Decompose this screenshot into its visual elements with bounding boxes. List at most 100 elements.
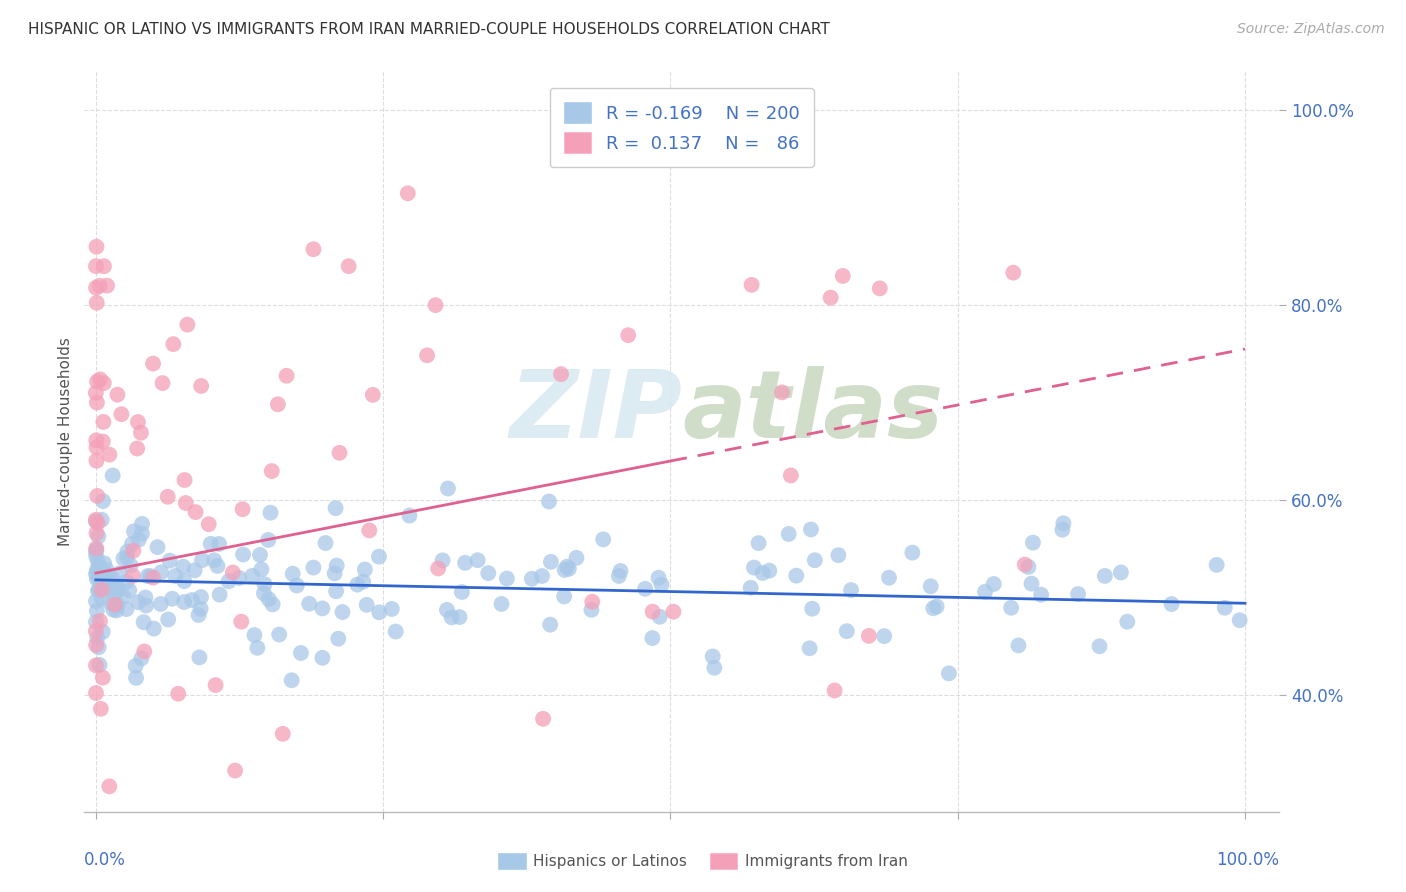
Point	[496, 572, 519, 586]
Point	[869, 281, 891, 295]
Point	[84, 544, 107, 558]
Point	[1022, 535, 1045, 549]
Point	[173, 574, 195, 588]
Point	[93, 259, 115, 273]
Point	[436, 603, 458, 617]
Point	[190, 601, 212, 615]
Point	[240, 569, 263, 583]
Point	[758, 564, 780, 578]
Text: atlas: atlas	[682, 366, 943, 458]
Point	[368, 549, 391, 564]
Point	[858, 629, 880, 643]
Point	[105, 603, 128, 617]
Point	[86, 454, 108, 468]
Point	[332, 605, 354, 619]
Point	[801, 601, 824, 615]
Point	[94, 567, 117, 582]
Point	[204, 678, 226, 692]
Point	[86, 516, 108, 530]
Point	[101, 468, 124, 483]
Point	[1000, 600, 1022, 615]
Point	[1205, 558, 1227, 572]
Point	[290, 646, 312, 660]
Point	[983, 577, 1005, 591]
Point	[538, 617, 561, 632]
Point	[122, 524, 145, 539]
Point	[125, 671, 148, 685]
Point	[98, 448, 121, 462]
Point	[90, 572, 112, 586]
Point	[108, 566, 131, 581]
Point	[121, 537, 143, 551]
Point	[839, 582, 862, 597]
Point	[122, 543, 145, 558]
Point	[531, 712, 554, 726]
Point	[381, 602, 404, 616]
Point	[172, 559, 194, 574]
Point	[132, 615, 155, 630]
Point	[183, 563, 205, 577]
Point	[702, 649, 724, 664]
Point	[1021, 576, 1043, 591]
Point	[86, 542, 108, 557]
Point	[91, 624, 114, 639]
Point	[90, 702, 112, 716]
Point	[86, 572, 108, 586]
Point	[325, 584, 347, 599]
Point	[84, 434, 107, 448]
Point	[89, 614, 111, 628]
Point	[90, 582, 112, 597]
Legend: R = -0.169    N = 200, R =  0.137    N =   86: R = -0.169 N = 200, R = 0.137 N = 86	[550, 87, 814, 168]
Point	[824, 683, 846, 698]
Point	[134, 644, 156, 658]
Point	[451, 585, 474, 599]
Y-axis label: Married-couple Households: Married-couple Households	[58, 337, 73, 546]
Point	[281, 566, 304, 581]
Point	[974, 584, 997, 599]
Point	[127, 595, 149, 609]
Point	[467, 553, 489, 567]
Point	[156, 490, 179, 504]
Point	[1088, 639, 1111, 653]
Point	[117, 544, 139, 558]
Point	[98, 582, 121, 596]
Point	[84, 624, 107, 638]
Point	[831, 268, 853, 283]
Point	[100, 596, 122, 610]
Point	[87, 554, 110, 568]
Point	[427, 561, 450, 575]
Point	[262, 598, 284, 612]
Point	[98, 780, 121, 794]
Point	[86, 563, 108, 577]
Point	[1116, 615, 1139, 629]
Point	[87, 529, 110, 543]
Point	[86, 295, 108, 310]
Point	[176, 318, 198, 332]
Point	[84, 513, 107, 527]
Point	[558, 562, 581, 576]
Point	[1017, 560, 1039, 574]
Point	[361, 388, 384, 402]
Point	[352, 574, 374, 589]
Point	[328, 446, 350, 460]
Point	[222, 566, 245, 580]
Point	[96, 567, 118, 582]
Point	[232, 548, 254, 562]
Point	[96, 278, 118, 293]
Point	[84, 615, 107, 629]
Point	[167, 687, 190, 701]
Point	[1094, 569, 1116, 583]
Point	[454, 556, 477, 570]
Text: HISPANIC OR LATINO VS IMMIGRANTS FROM IRAN MARRIED-COUPLE HOUSEHOLDS CORRELATION: HISPANIC OR LATINO VS IMMIGRANTS FROM IR…	[28, 22, 830, 37]
Point	[197, 517, 219, 532]
Point	[607, 569, 630, 583]
Point	[609, 564, 631, 578]
Point	[134, 591, 156, 605]
Point	[1014, 558, 1036, 572]
Point	[249, 548, 271, 562]
Point	[554, 563, 576, 577]
Point	[87, 583, 110, 598]
Point	[396, 186, 419, 201]
Point	[86, 240, 108, 254]
Point	[267, 397, 290, 411]
